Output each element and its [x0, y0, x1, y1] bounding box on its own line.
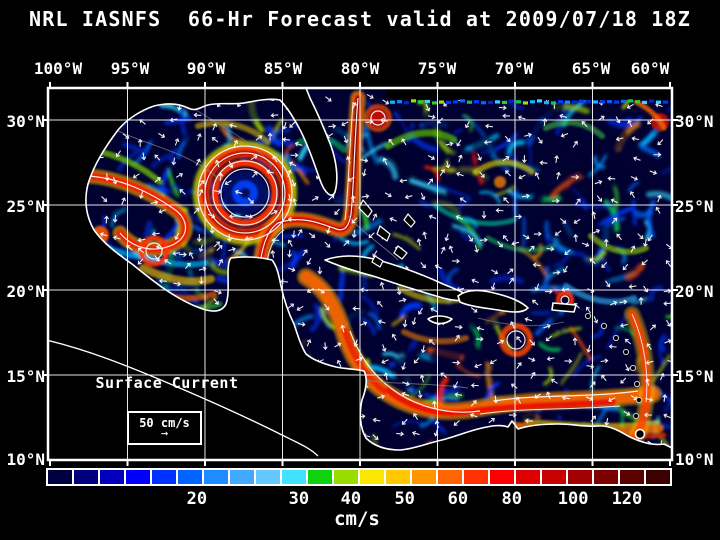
land-antilles-island: [622, 348, 630, 356]
land-antilles-island: [632, 412, 640, 420]
land-hispaniola: [457, 289, 529, 313]
land-mainland-americas: [48, 88, 672, 460]
colorbar-tick-label: 30: [288, 489, 310, 509]
colorbar: [46, 468, 672, 486]
colorbar-cell: [412, 470, 436, 484]
scale-arrow-icon: →: [160, 426, 169, 440]
lon-label: 90°W: [186, 59, 226, 78]
colorbar-cell: [282, 470, 306, 484]
lat-label-right: 15°N: [675, 367, 714, 386]
lon-label: 95°W: [110, 59, 150, 78]
colorbar-cell: [464, 470, 488, 484]
colorbar-unit: cm/s: [334, 508, 380, 530]
land-puerto-rico: [551, 302, 577, 313]
lat-label-right: 25°N: [675, 197, 714, 216]
colorbar-cell: [490, 470, 514, 484]
lon-label: 100°W: [33, 59, 83, 78]
streamlines: [87, 97, 648, 415]
colorbar-cell: [438, 470, 462, 484]
lat-label-right: 10°N: [675, 450, 714, 469]
colorbar-cell: [516, 470, 540, 484]
map-annotation: Surface Current: [95, 374, 239, 392]
colorbar-tick-label: 50: [394, 489, 415, 509]
colorbar-tick-label: 60: [447, 489, 469, 509]
land-antilles-island: [629, 364, 637, 372]
lon-label: 70°W: [494, 59, 534, 78]
land-trinidad: [634, 428, 646, 440]
lat-label-left: 20°N: [6, 282, 45, 301]
colorbar-cell: [334, 470, 358, 484]
colorbar-tick-label: 20: [186, 489, 208, 509]
lat-label-left: 25°N: [6, 197, 45, 216]
land-masses: [48, 88, 672, 460]
colorbar-tick-label: 40: [340, 489, 362, 509]
land-antilles-island: [633, 380, 641, 388]
land-antilles-island: [612, 334, 620, 342]
colorbar-cell: [308, 470, 332, 484]
colorbar-cell: [594, 470, 618, 484]
data-edge-fringe: [390, 99, 668, 105]
pacific-coastline: [48, 339, 319, 457]
land-bahamas: [393, 245, 408, 260]
colorbar-cell: [126, 470, 150, 484]
map-border: [46, 86, 674, 462]
colorbar-cell: [204, 470, 228, 484]
graticule: [48, 88, 672, 460]
colorbar-cell: [256, 470, 280, 484]
lon-label: 75°W: [417, 59, 457, 78]
page-title: NRL IASNFS 66-Hr Forecast valid at 2009/…: [28, 7, 692, 31]
colorbar-cell: [152, 470, 176, 484]
colorbar-cell: [48, 470, 72, 484]
lon-label: 60°W: [630, 59, 670, 78]
lon-label: 85°W: [263, 59, 303, 78]
colorbar-cell: [568, 470, 592, 484]
colorbar-cell: [360, 470, 384, 484]
colorbar-cell: [100, 470, 124, 484]
colorbar-cell: [74, 470, 98, 484]
lat-label-left: 10°N: [6, 450, 45, 469]
colorbar-cell: [230, 470, 254, 484]
lat-label-left: 30°N: [6, 112, 45, 131]
colorbar-tick-label: 100: [557, 489, 589, 509]
land-jamaica: [427, 315, 453, 325]
land-antilles-island: [635, 396, 643, 404]
colorbar-cell: [620, 470, 644, 484]
lon-label: 80°W: [340, 59, 380, 78]
land-antilles-island: [600, 322, 608, 330]
colorbar-cell: [386, 470, 410, 484]
colorbar-cell: [178, 470, 202, 484]
map-canvas: [42, 82, 678, 466]
lon-label: 65°W: [571, 59, 611, 78]
colorbar-tick-label: 80: [501, 489, 522, 509]
land-bahamas: [371, 255, 384, 268]
colorbar-cell: [646, 470, 670, 484]
colorbar-tick-label: 120: [611, 489, 643, 509]
scale-value: 50 cm/s: [139, 416, 190, 430]
land-bahamas: [403, 213, 416, 228]
lat-label-right: 20°N: [675, 282, 714, 301]
land-bahamas: [376, 225, 391, 242]
land-antilles-island: [584, 312, 592, 320]
lat-label-left: 15°N: [6, 367, 45, 386]
velocity-scale-box: 50 cm/s →: [127, 411, 202, 445]
lat-label-right: 30°N: [675, 112, 714, 131]
colorbar-cell: [542, 470, 566, 484]
